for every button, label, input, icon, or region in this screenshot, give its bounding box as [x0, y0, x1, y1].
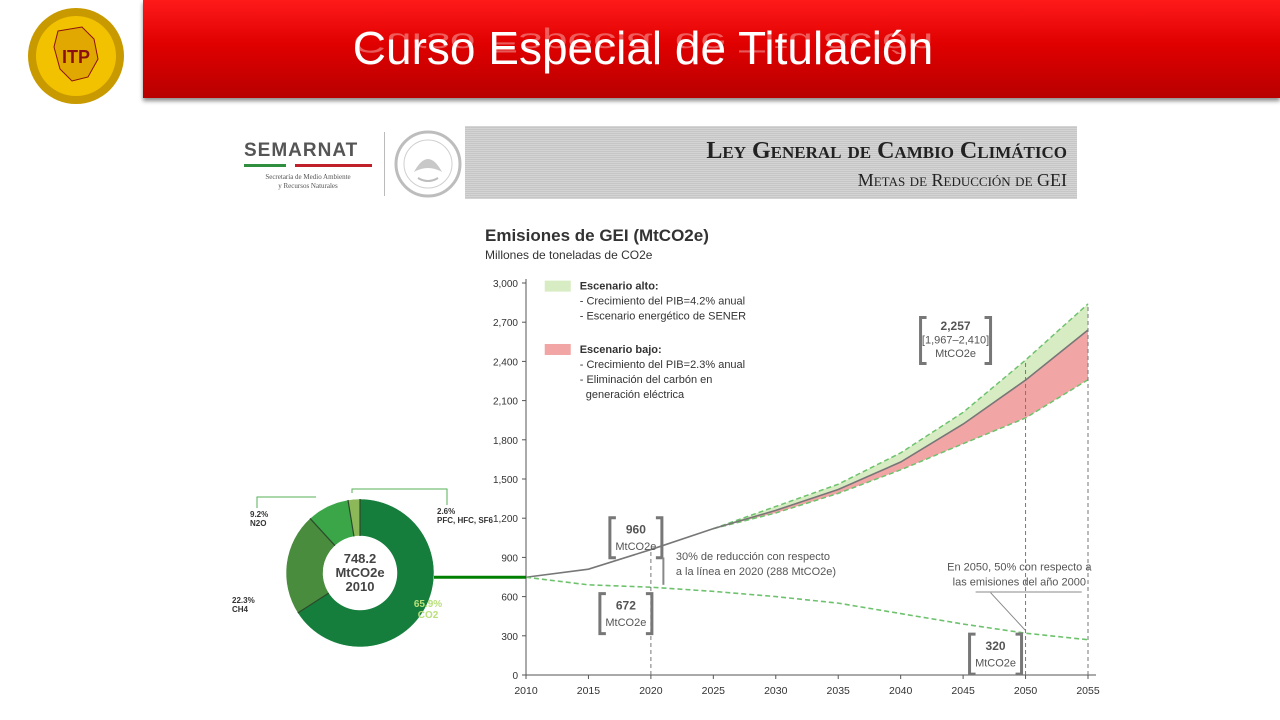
brand-divider [384, 132, 385, 196]
y-tick-label: 2,400 [493, 357, 518, 368]
x-tick-label: 2010 [514, 685, 538, 697]
bracket-right [1015, 632, 1024, 676]
legend-title-high: Escenario alto: [580, 281, 659, 293]
bracket-right [655, 516, 664, 560]
bracket-right [984, 315, 993, 365]
legend-item-high: - Escenario energético de SENER [580, 311, 746, 323]
semarnat-subtitle-line1: Secretaría de Medio Ambiente [265, 173, 351, 181]
donut-center-label: 748.2 [344, 551, 377, 566]
donut-leader [256, 496, 316, 508]
donut-leader [351, 488, 448, 505]
donut-label-name: N2O [250, 519, 266, 528]
x-tick-label: 2035 [827, 685, 851, 697]
annotation-text: MtCO2e [615, 541, 656, 553]
page-title: Curso Especial de Titulación [352, 22, 934, 74]
donut-label-pct: 9.2% [250, 510, 268, 519]
legend-title-low: Escenario bajo: [580, 344, 662, 356]
x-tick-label: 2045 [951, 685, 975, 697]
legend-swatch-low [544, 343, 571, 355]
annotation-2020-base: 960 MtCO2e [608, 516, 664, 560]
donut-label-pct: 65.9% [414, 599, 442, 610]
semarnat-subtitle: Secretaría de Medio Ambiente y Recursos … [244, 173, 372, 191]
y-tick-label: 0 [512, 671, 518, 682]
reduction-2050-pointer [990, 592, 1026, 631]
donut-divider [309, 518, 336, 547]
bracket-right [645, 592, 654, 636]
semarnat-flag-bar [244, 164, 372, 167]
y-tick-label: 1,200 [493, 514, 518, 525]
x-tick-label: 2055 [1076, 685, 1100, 697]
donut-label-name: CH4 [232, 605, 249, 614]
law-title: Ley General de Cambio Climático [706, 138, 1067, 164]
y-tick-label: 2,100 [493, 397, 518, 408]
series-line-high [713, 303, 1089, 530]
reduction-2020-text: 30% de reducción con respecto [676, 551, 830, 563]
annotation-text: 2,257 [941, 319, 971, 333]
x-tick-label: 2015 [577, 685, 601, 697]
donut-label-name: PFC, HFC, SF6 [437, 516, 494, 525]
bracket-left [919, 315, 927, 365]
header-banner: Curso Especial de Titulación Curso Espec… [143, 0, 1280, 98]
annotation-text: 320 [986, 639, 1006, 653]
x-tick-label: 2030 [764, 685, 788, 697]
legend-swatch-high [544, 280, 571, 292]
law-banner: Ley General de Cambio Climático Metas de… [465, 126, 1077, 199]
x-tick-label: 2050 [1014, 685, 1038, 697]
legend-item-low: - Eliminación del carbón en [580, 374, 713, 386]
x-tick-label: 2020 [639, 685, 663, 697]
chart-title: Emisiones de GEI (MtCO2e) [485, 226, 709, 245]
x-tick-label: 2040 [889, 685, 913, 697]
y-tick-label: 300 [501, 632, 518, 643]
donut-label-pct: 2.6% [437, 507, 455, 516]
y-tick-label: 2,700 [493, 318, 518, 329]
y-tick-label: 600 [501, 593, 518, 604]
x-tick-label: 2025 [702, 685, 726, 697]
bracket-left [608, 516, 616, 560]
y-tick-label: 1,800 [493, 436, 518, 447]
legend-item-low: generación eléctrica [586, 389, 685, 401]
donut-label-name: CO2 [418, 610, 439, 621]
y-tick-label: 3,000 [493, 279, 518, 290]
donut-center-label: 2010 [346, 579, 375, 594]
series-line-baseline [525, 329, 1089, 579]
semarnat-name: SEMARNAT [244, 140, 359, 161]
logo-initials: ITP [62, 47, 90, 67]
reduction-2050-text: En 2050, 50% con respecto a [947, 561, 1092, 573]
chart-subtitle: Millones de toneladas de CO2e [485, 248, 653, 262]
semarnat-brand: SEMARNAT Secretaría de Medio Ambiente y … [244, 140, 372, 191]
y-tick-label: 900 [501, 553, 518, 564]
national-seal-icon [394, 130, 462, 198]
annotation-text: MtCO2e [975, 657, 1016, 669]
annotation-text: 960 [626, 522, 646, 536]
annotation-2050-high: 2,257 [1,967–2,410]MtCO2e [919, 315, 993, 365]
donut-divider [297, 592, 330, 614]
institute-logo: ITP [28, 8, 124, 104]
donut-center-label: MtCO2e [335, 565, 384, 580]
reduction-2050-text: las emisiones del año 2000 [953, 576, 1086, 588]
y-tick-label: 1,500 [493, 475, 518, 486]
annotation-2020-target: 672 MtCO2e [598, 592, 654, 636]
bracket-left [598, 592, 606, 636]
legend-item-low: - Crecimiento del PIB=2.3% anual [580, 359, 745, 371]
law-subtitle: Metas de Reducción de GEI [857, 170, 1067, 190]
donut-hole [323, 536, 397, 610]
annotation-2050-target: 320 MtCO2e [968, 632, 1024, 676]
annotation-text: [1,967–2,410] [922, 335, 989, 347]
donut-label-pct: 22.3% [232, 596, 255, 605]
series-line-target [525, 576, 1089, 641]
legend-item-high: - Crecimiento del PIB=4.2% anual [580, 296, 745, 308]
bracket-left [968, 632, 976, 676]
donut-divider [347, 499, 355, 537]
puebla-map-icon [53, 26, 99, 82]
reduction-2020-text: a la línea en 2020 (288 MtCO2e) [676, 566, 836, 578]
annotation-text: MtCO2e [935, 348, 976, 360]
annotation-text: MtCO2e [605, 617, 646, 629]
annotation-text: 672 [616, 598, 636, 612]
series-line-low [713, 379, 1089, 530]
semarnat-subtitle-line2: y Recursos Naturales [278, 182, 338, 190]
